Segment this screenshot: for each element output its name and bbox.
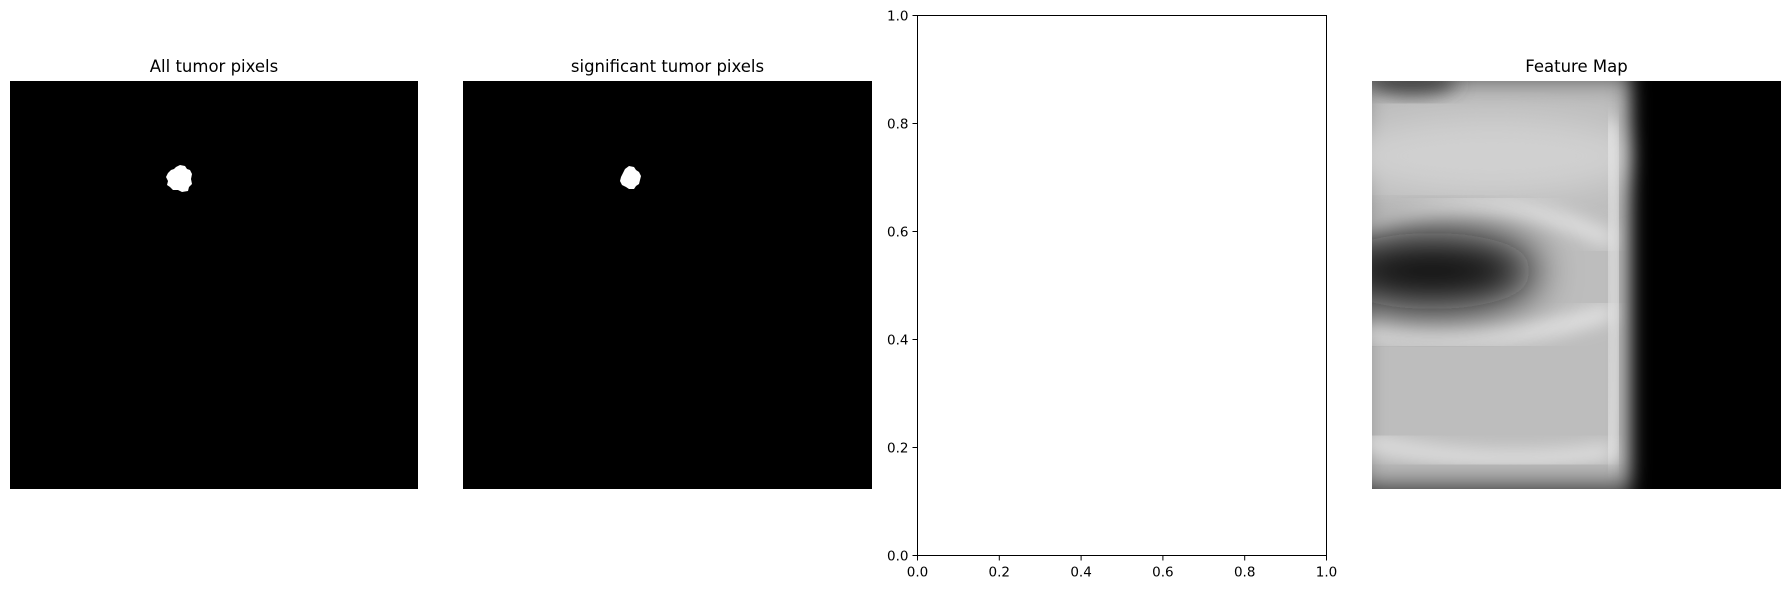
y-tick-label: 1.0 [887,9,908,25]
feature-top-corner [1372,81,1457,95]
x-tick-label: 0.2 [989,565,1010,581]
panel1-image [10,81,418,489]
panel2-tumor-svg [620,166,641,189]
feature-dark-region [1372,233,1537,309]
y-tick-label: 0.6 [887,225,908,241]
x-tick-label: 0.4 [1070,565,1091,581]
panel4-feature-svg [1372,81,1781,489]
panel1-tumor-svg [166,165,192,192]
feature-rim-lower [1372,305,1614,344]
panel1-title: All tumor pixels [149,57,279,76]
x-tick-label: 1.0 [1316,565,1337,581]
panel4-title: Feature Map [1525,57,1628,76]
y-tick-label: 0.4 [887,333,908,349]
y-tick-label: 0.8 [887,117,908,133]
feature-upper-band [1372,116,1642,196]
feature-rim-bottom [1372,436,1614,466]
y-tick-label: 0.0 [887,549,908,565]
panel2-tumor-blob [620,166,641,189]
panel3-y-axis: 0.0 0.2 0.4 0.6 0.8 1.0 [887,9,918,565]
y-tick-label: 0.2 [887,441,908,457]
panel3-plot-frame [917,15,1327,556]
x-tick-label: 0.8 [1234,565,1255,581]
panel4-image [1372,81,1781,489]
panel1-tumor-blob [166,165,192,192]
feature-rim-right [1603,120,1624,462]
x-tick-label: 0.0 [907,565,928,581]
feature-right-black [1634,81,1781,489]
panel3-x-axis: 0.0 0.2 0.4 0.6 0.8 1.0 [907,555,1337,581]
panel2-image [463,81,872,489]
x-tick-label: 0.6 [1152,565,1173,581]
feature-rim-upper [1372,202,1615,247]
panel2-title: significant tumor pixels [570,57,765,76]
